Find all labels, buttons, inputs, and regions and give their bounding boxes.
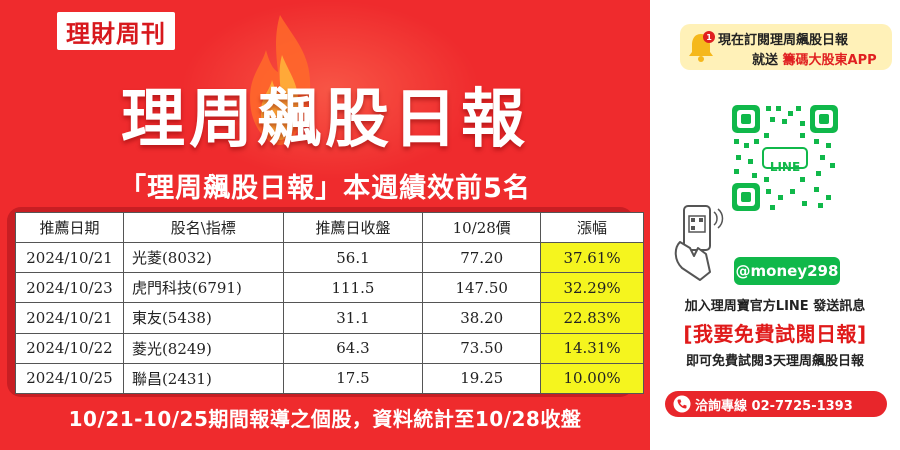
cell-price: 19.25	[422, 362, 542, 395]
hotline-button[interactable]: 洽詢專線 02-7725-1393	[665, 391, 887, 417]
promo-prefix: 就送	[752, 53, 779, 68]
cell-price: 73.50	[422, 332, 542, 364]
cell-rec-close: 17.5	[282, 362, 424, 395]
header-gain: 漲幅	[540, 212, 644, 243]
cell-stock: 虎門科技(6791)	[122, 272, 284, 304]
table-row: 2024/10/25 聯昌(2431) 17.5 19.25 10.00%	[15, 362, 644, 395]
footnote: 10/21-10/25期間報導之個股，資料統計至10/28收盤	[68, 407, 582, 431]
cell-price: 38.20	[422, 302, 542, 334]
free-trial-keyword: [我要免費試閱日報]	[683, 322, 867, 346]
cell-date: 2024/10/21	[15, 302, 124, 334]
cell-date: 2024/10/23	[15, 272, 124, 304]
cell-price: 147.50	[422, 272, 542, 304]
line-qr-code[interactable]	[730, 103, 840, 213]
report-banner: 理財周刊 理周飆股日報 「理周飆股日報」本週績效前5名 推薦日期 股名\指標 推…	[0, 0, 650, 450]
cell-stock: 東友(5438)	[122, 302, 284, 334]
trial-description: 即可免費試閱3天理周飆股日報	[685, 354, 865, 369]
table-row: 2024/10/21 光菱(8032) 56.1 77.20 37.61%	[15, 241, 644, 274]
cell-gain: 14.31%	[540, 332, 644, 364]
svg-text:1: 1	[706, 33, 712, 42]
cell-stock: 光菱(8032)	[122, 241, 284, 274]
table-row: 2024/10/21 東友(5438) 31.1 38.20 22.83%	[15, 302, 644, 334]
cell-rec-close: 56.1	[282, 241, 424, 274]
main-title: 理周飆股日報	[121, 83, 529, 157]
phone-icon	[673, 395, 691, 413]
hotline-text: 洽詢專線 02-7725-1393	[695, 398, 853, 414]
header-stock: 股名\指標	[122, 212, 284, 243]
join-instructions: 加入理周寶官方LINE 發送訊息	[684, 299, 866, 314]
table-row: 2024/10/23 虎門科技(6791) 111.5 147.50 32.29…	[15, 272, 644, 304]
promo-line1: 現在訂閱理周飆股日報	[718, 33, 849, 48]
cell-stock: 菱光(8249)	[122, 332, 284, 364]
cell-date: 2024/10/25	[15, 362, 124, 395]
qr-label: LINE	[769, 160, 801, 174]
header-rec-close: 推薦日收盤	[282, 212, 424, 243]
header-date: 推薦日期	[15, 212, 124, 243]
cell-gain: 10.00%	[540, 362, 644, 395]
logo-text: 理財周刊	[66, 18, 166, 48]
title-glow	[180, 0, 480, 180]
subtitle: 「理周飆股日報」本週績效前5名	[119, 173, 531, 204]
cell-stock: 聯昌(2431)	[122, 362, 284, 395]
cell-date: 2024/10/21	[15, 241, 124, 274]
bell-icon: 1	[689, 31, 715, 62]
cell-rec-close: 31.1	[282, 302, 424, 334]
table-row: 2024/10/22 菱光(8249) 64.3 73.50 14.31%	[15, 332, 644, 364]
promo-line2: 就送 籌碼大股東APP	[752, 49, 877, 68]
magazine-logo: 理財周刊	[57, 12, 175, 50]
phone-scan-icon	[674, 205, 724, 281]
promo-box: 1 現在訂閱理周飆股日報 就送 籌碼大股東APP	[680, 24, 892, 70]
flame-icon	[250, 15, 311, 145]
performance-table: 推薦日期 股名\指標 推薦日收盤 10/28價 漲幅 2024/10/21 光菱…	[15, 212, 644, 395]
cell-rec-close: 111.5	[282, 272, 424, 304]
cell-date: 2024/10/22	[15, 332, 124, 364]
line-id-badge[interactable]: @money298	[734, 257, 840, 285]
promo-highlight: 籌碼大股東APP	[782, 53, 877, 68]
subscribe-sidebar: 1 現在訂閱理周飆股日報 就送 籌碼大股東APP	[650, 0, 900, 450]
cell-gain: 22.83%	[540, 302, 644, 334]
cell-gain: 37.61%	[540, 241, 644, 274]
table-header-row: 推薦日期 股名\指標 推薦日收盤 10/28價 漲幅	[15, 212, 644, 243]
table-frame: 推薦日期 股名\指標 推薦日收盤 10/28價 漲幅 2024/10/21 光菱…	[7, 207, 644, 397]
cell-rec-close: 64.3	[282, 332, 424, 364]
header-price: 10/28價	[422, 212, 542, 243]
cell-gain: 32.29%	[540, 272, 644, 304]
cell-price: 77.20	[422, 241, 542, 274]
